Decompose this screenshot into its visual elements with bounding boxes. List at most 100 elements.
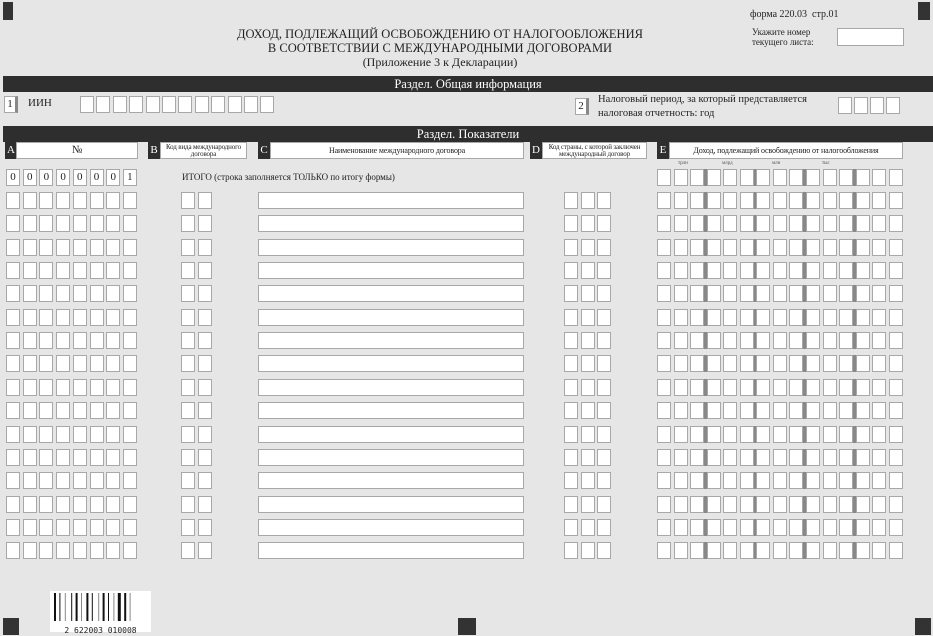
row-number-cell[interactable]	[106, 192, 121, 209]
income-digit-cell[interactable]	[756, 425, 771, 443]
income-digit-cell[interactable]	[772, 215, 787, 233]
income-digit-cell[interactable]	[723, 215, 738, 233]
row-number-cell[interactable]: 0	[56, 169, 71, 186]
income-digit-cell[interactable]	[805, 169, 820, 186]
row-number-cell[interactable]	[22, 332, 37, 350]
country-code-cell[interactable]	[564, 262, 578, 280]
country-code-cell[interactable]	[597, 192, 611, 209]
income-digit-cell[interactable]	[888, 308, 903, 326]
row-number-cell[interactable]	[72, 192, 87, 209]
row-number-cell[interactable]	[72, 542, 87, 560]
row-number-cell[interactable]	[122, 495, 137, 513]
row-number-cell[interactable]	[56, 542, 71, 560]
row-number-cell[interactable]	[72, 308, 87, 326]
income-digit-cell[interactable]	[657, 518, 671, 536]
income-digit-cell[interactable]	[756, 495, 771, 513]
row-number-cell[interactable]	[6, 238, 20, 256]
row-number-cell[interactable]	[6, 472, 20, 490]
row-number-cell[interactable]	[89, 215, 104, 233]
row-number-cell[interactable]	[39, 285, 54, 303]
row-number-cell[interactable]	[39, 402, 54, 420]
income-digit-cell[interactable]	[772, 402, 787, 420]
iin-digit-cell[interactable]	[80, 96, 94, 113]
row-number-cell[interactable]	[122, 425, 137, 443]
income-digit-cell[interactable]	[789, 262, 804, 280]
country-code-cell[interactable]	[580, 425, 595, 443]
row-number-cell[interactable]	[56, 355, 71, 373]
income-digit-cell[interactable]	[673, 448, 688, 466]
income-digit-cell[interactable]	[805, 378, 820, 396]
country-code-cell[interactable]	[597, 308, 611, 326]
income-digit-cell[interactable]	[839, 308, 854, 326]
row-number-cell[interactable]	[56, 192, 71, 209]
country-code-cell[interactable]	[597, 425, 611, 443]
income-digit-cell[interactable]	[756, 285, 771, 303]
income-digit-cell[interactable]	[657, 495, 671, 513]
treaty-name-input[interactable]	[258, 472, 524, 490]
income-digit-cell[interactable]	[673, 518, 688, 536]
row-number-cell[interactable]	[6, 308, 20, 326]
row-number-cell[interactable]	[56, 448, 71, 466]
row-number-cell[interactable]	[72, 518, 87, 536]
income-digit-cell[interactable]	[872, 308, 887, 326]
row-number-cell[interactable]: 0	[22, 169, 37, 186]
income-digit-cell[interactable]	[872, 332, 887, 350]
income-digit-cell[interactable]	[888, 472, 903, 490]
income-digit-cell[interactable]	[855, 378, 870, 396]
income-digit-cell[interactable]	[888, 542, 903, 560]
income-digit-cell[interactable]	[739, 472, 754, 490]
income-digit-cell[interactable]	[839, 402, 854, 420]
income-digit-cell[interactable]	[805, 238, 820, 256]
row-number-cell[interactable]	[122, 262, 137, 280]
income-digit-cell[interactable]	[789, 308, 804, 326]
row-number-cell[interactable]	[89, 262, 104, 280]
income-digit-cell[interactable]	[772, 425, 787, 443]
income-digit-cell[interactable]	[673, 169, 688, 186]
row-number-cell[interactable]	[22, 215, 37, 233]
row-number-cell[interactable]	[72, 425, 87, 443]
income-digit-cell[interactable]	[739, 378, 754, 396]
income-digit-cell[interactable]	[756, 448, 771, 466]
row-number-cell[interactable]	[122, 332, 137, 350]
row-number-cell[interactable]	[106, 355, 121, 373]
income-digit-cell[interactable]	[706, 448, 721, 466]
row-number-cell[interactable]	[106, 308, 121, 326]
income-digit-cell[interactable]	[706, 425, 721, 443]
income-digit-cell[interactable]	[855, 402, 870, 420]
income-digit-cell[interactable]	[888, 215, 903, 233]
income-digit-cell[interactable]	[872, 425, 887, 443]
country-code-cell[interactable]	[564, 448, 578, 466]
treaty-type-code-cell[interactable]	[198, 262, 212, 280]
treaty-name-input[interactable]	[258, 308, 524, 326]
row-number-cell[interactable]	[89, 238, 104, 256]
income-digit-cell[interactable]	[673, 332, 688, 350]
income-digit-cell[interactable]	[723, 308, 738, 326]
income-digit-cell[interactable]	[657, 448, 671, 466]
income-digit-cell[interactable]	[805, 332, 820, 350]
country-code-cell[interactable]	[597, 448, 611, 466]
income-digit-cell[interactable]	[822, 402, 837, 420]
income-digit-cell[interactable]	[772, 285, 787, 303]
income-digit-cell[interactable]	[657, 308, 671, 326]
income-digit-cell[interactable]	[723, 355, 738, 373]
country-code-cell[interactable]	[597, 262, 611, 280]
income-digit-cell[interactable]	[690, 495, 705, 513]
income-digit-cell[interactable]	[723, 472, 738, 490]
iin-digit-cell[interactable]	[227, 96, 242, 113]
income-digit-cell[interactable]	[888, 425, 903, 443]
income-digit-cell[interactable]	[756, 402, 771, 420]
income-digit-cell[interactable]	[657, 169, 671, 186]
treaty-name-input[interactable]	[258, 285, 524, 303]
income-digit-cell[interactable]	[706, 308, 721, 326]
income-digit-cell[interactable]	[822, 542, 837, 560]
income-digit-cell[interactable]	[855, 285, 870, 303]
row-number-cell[interactable]	[122, 378, 137, 396]
income-digit-cell[interactable]	[805, 448, 820, 466]
row-number-cell[interactable]	[89, 542, 104, 560]
income-digit-cell[interactable]	[839, 495, 854, 513]
income-digit-cell[interactable]	[657, 262, 671, 280]
row-number-cell[interactable]	[89, 495, 104, 513]
income-digit-cell[interactable]	[888, 285, 903, 303]
income-digit-cell[interactable]	[805, 262, 820, 280]
treaty-type-code-cell[interactable]	[181, 262, 195, 280]
